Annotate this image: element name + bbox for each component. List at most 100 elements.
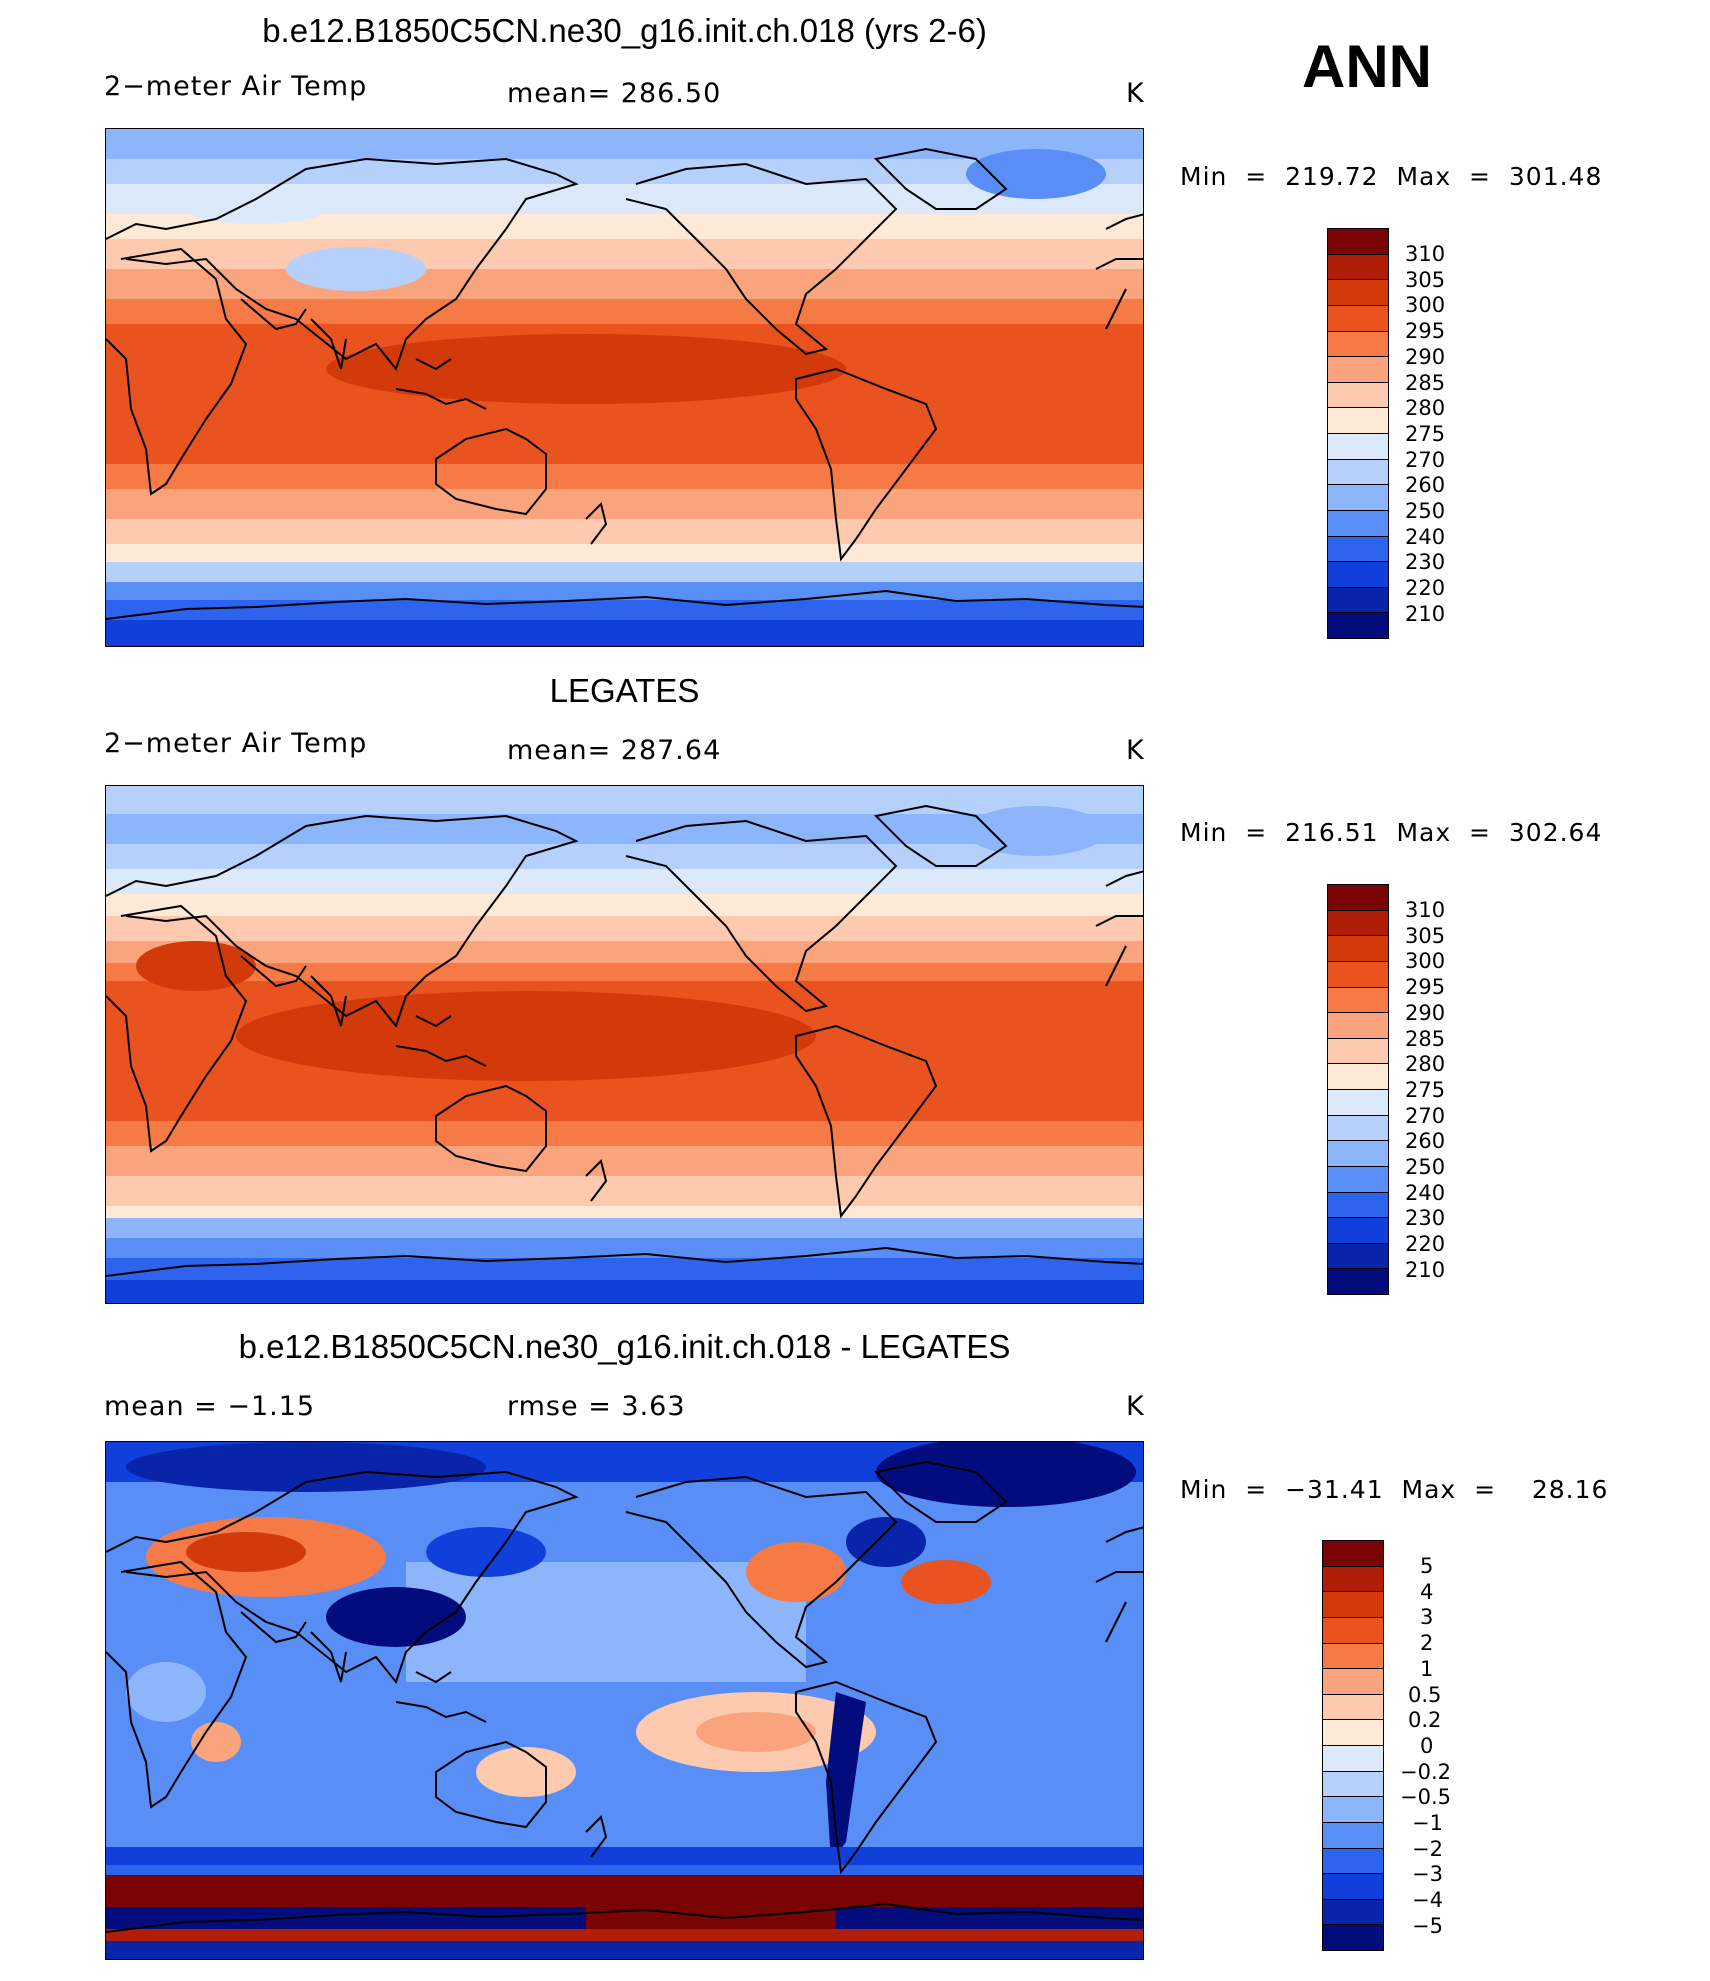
colorbar-swatch bbox=[1323, 1925, 1383, 1950]
colorbar-swatch bbox=[1328, 1243, 1388, 1270]
colorbar-swatch bbox=[1328, 1218, 1388, 1244]
colorbar-label: 290 bbox=[1405, 344, 1446, 369]
colorbar-label: −0.2 bbox=[1400, 1759, 1451, 1784]
colorbar-swatch bbox=[1323, 1566, 1383, 1593]
colorbar-swatch bbox=[1328, 408, 1388, 434]
colorbar-label: 305 bbox=[1405, 267, 1446, 292]
panel3-map bbox=[105, 1441, 1144, 1960]
panel2-variable-label: 2−meter Air Temp bbox=[104, 728, 368, 759]
colorbar-label: 230 bbox=[1405, 1206, 1446, 1231]
panel3-mean-label: mean = −1.15 bbox=[104, 1391, 316, 1422]
colorbar-swatch bbox=[1328, 536, 1388, 563]
colorbar-swatch bbox=[1328, 1141, 1388, 1167]
panel3-title: b.e12.B1850C5CN.ne30_g16.init.ch.018 - L… bbox=[238, 1328, 1011, 1365]
colorbar-label: 300 bbox=[1405, 949, 1446, 974]
colorbar-swatch bbox=[1328, 587, 1388, 614]
colorbar-swatch bbox=[1328, 229, 1388, 255]
colorbar-swatch bbox=[1328, 1269, 1388, 1294]
colorbar-swatch bbox=[1328, 1013, 1388, 1039]
colorbar-swatch bbox=[1328, 987, 1388, 1014]
colorbar-label: 4 bbox=[1420, 1579, 1434, 1604]
panel1-units: K bbox=[1126, 78, 1145, 109]
colorbar-label: 285 bbox=[1405, 1026, 1446, 1051]
colorbar-label: 310 bbox=[1405, 898, 1446, 922]
colorbar-swatch bbox=[1323, 1746, 1383, 1772]
panel2-colorbar bbox=[1327, 884, 1389, 1295]
colorbar-label: 0 bbox=[1420, 1733, 1434, 1758]
colorbar-swatch bbox=[1323, 1899, 1383, 1926]
colorbar-swatch bbox=[1328, 1166, 1388, 1193]
colorbar-swatch bbox=[1323, 1541, 1383, 1567]
colorbar-swatch bbox=[1328, 382, 1388, 409]
colorbar-label: −4 bbox=[1412, 1888, 1443, 1913]
panel2-map bbox=[105, 785, 1144, 1304]
colorbar-label: 260 bbox=[1405, 1129, 1446, 1154]
colorbar-label: 280 bbox=[1405, 1052, 1446, 1077]
season-label: ANN bbox=[1302, 33, 1432, 100]
colorbar-label: 240 bbox=[1405, 1180, 1446, 1205]
colorbar-swatch bbox=[1323, 1669, 1383, 1695]
panel3-minmax: Min = −31.41 Max = 28.16 bbox=[1180, 1475, 1609, 1504]
colorbar-label: 310 bbox=[1405, 242, 1446, 266]
colorbar-label: 285 bbox=[1405, 370, 1446, 395]
colorbar-swatch bbox=[1328, 1090, 1388, 1116]
colorbar-swatch bbox=[1323, 1874, 1383, 1900]
colorbar-label: 305 bbox=[1405, 923, 1446, 948]
colorbar-label: 260 bbox=[1405, 473, 1446, 498]
panel1-minmax: Min = 219.72 Max = 301.48 bbox=[1180, 162, 1603, 191]
colorbar-swatch bbox=[1323, 1617, 1383, 1644]
colorbar-swatch bbox=[1328, 562, 1388, 588]
colorbar-swatch bbox=[1328, 885, 1388, 911]
colorbar-swatch bbox=[1328, 280, 1388, 306]
colorbar-swatch bbox=[1328, 331, 1388, 358]
panel3-units: K bbox=[1126, 1391, 1145, 1422]
colorbar-label: 230 bbox=[1405, 550, 1446, 575]
colorbar-swatch bbox=[1328, 1115, 1388, 1142]
panel1-variable-label: 2−meter Air Temp bbox=[104, 71, 368, 102]
panel1-colorbar bbox=[1327, 228, 1389, 639]
colorbar-swatch bbox=[1328, 1038, 1388, 1065]
colorbar-swatch bbox=[1328, 1192, 1388, 1219]
colorbar-label: 210 bbox=[1405, 601, 1446, 626]
panel1-map bbox=[105, 128, 1144, 647]
colorbar-label: 300 bbox=[1405, 293, 1446, 318]
colorbar-swatch bbox=[1323, 1643, 1383, 1670]
colorbar-label: 3 bbox=[1420, 1605, 1434, 1630]
colorbar-label: 280 bbox=[1405, 396, 1446, 421]
colorbar-label: −1 bbox=[1412, 1811, 1443, 1835]
colorbar-swatch bbox=[1323, 1822, 1383, 1849]
colorbar-swatch bbox=[1323, 1848, 1383, 1875]
panel3-colorbar bbox=[1322, 1540, 1384, 1951]
colorbar-label: 2 bbox=[1420, 1631, 1434, 1656]
colorbar-label: 295 bbox=[1405, 319, 1446, 344]
colorbar-label: −5 bbox=[1412, 1913, 1443, 1938]
colorbar-label: 270 bbox=[1405, 1103, 1446, 1128]
panel2-title: LEGATES bbox=[549, 672, 700, 709]
colorbar-label: −2 bbox=[1412, 1836, 1443, 1861]
colorbar-swatch bbox=[1323, 1771, 1383, 1798]
colorbar-label: 250 bbox=[1405, 499, 1446, 523]
panel1-title: b.e12.B1850C5CN.ne30_g16.init.ch.018 (yr… bbox=[262, 12, 987, 49]
panel1-mean-label: mean= 286.50 bbox=[507, 78, 722, 109]
colorbar-label: 1 bbox=[1420, 1656, 1434, 1681]
colorbar-swatch bbox=[1323, 1720, 1383, 1746]
colorbar-swatch bbox=[1328, 357, 1388, 383]
colorbar-label: 270 bbox=[1405, 447, 1446, 472]
colorbar-label: 210 bbox=[1405, 1257, 1446, 1282]
colorbar-label: 250 bbox=[1405, 1155, 1446, 1179]
colorbar-swatch bbox=[1328, 1064, 1388, 1090]
panel2-units: K bbox=[1126, 735, 1145, 766]
colorbar-label: 295 bbox=[1405, 975, 1446, 1000]
colorbar-swatch bbox=[1328, 485, 1388, 511]
colorbar-swatch bbox=[1328, 910, 1388, 937]
colorbar-swatch bbox=[1328, 510, 1388, 537]
panel3-rmse-label: rmse = 3.63 bbox=[507, 1391, 686, 1422]
colorbar-swatch bbox=[1323, 1592, 1383, 1618]
panel2-mean-label: mean= 287.64 bbox=[507, 735, 722, 766]
colorbar-swatch bbox=[1328, 613, 1388, 638]
colorbar-label: 275 bbox=[1405, 421, 1446, 446]
colorbar-label: −3 bbox=[1412, 1862, 1443, 1887]
colorbar-label: 0.2 bbox=[1408, 1708, 1442, 1733]
colorbar-label: 290 bbox=[1405, 1000, 1446, 1025]
colorbar-swatch bbox=[1323, 1797, 1383, 1823]
